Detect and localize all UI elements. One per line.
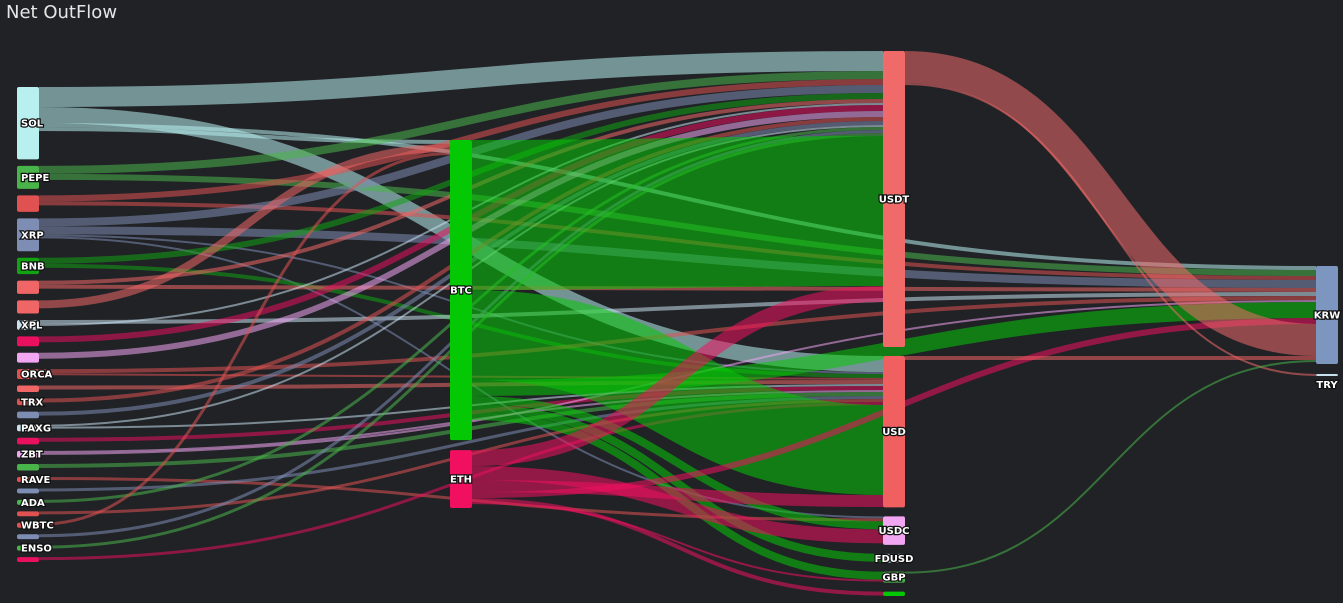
sankey-link-eth-to-usd[interactable] (471, 480, 884, 508)
sankey-node-label-ada: ADA (21, 498, 45, 509)
sankey-node-pepe[interactable] (17, 165, 39, 189)
sankey-node-xrp[interactable] (17, 218, 39, 252)
sankey-node-label-usd: USD (882, 427, 906, 438)
sankey-node-n34[interactable] (883, 591, 905, 596)
sankey-links (38, 51, 1317, 596)
sankey-node-trx[interactable] (17, 398, 39, 406)
sankey-node-usd[interactable] (883, 356, 905, 508)
sankey-node-label-fdusd: FDUSD (875, 554, 914, 565)
sankey-node-eth[interactable] (450, 450, 472, 508)
sankey-node-label-pepe: PEPE (21, 173, 49, 184)
sankey-node-n3[interactable] (17, 195, 39, 212)
sankey-node-label-try: TRY (1316, 380, 1338, 391)
sankey-node-n24[interactable] (17, 534, 39, 540)
sankey-node-label-bnb: BNB (21, 261, 45, 272)
sankey-link-btc-to-krw[interactable] (471, 302, 1317, 396)
sankey-link-btc-to-usdt[interactable] (471, 136, 884, 290)
sankey-node-label-xrp: XRP (21, 230, 44, 241)
sankey-node-enso[interactable] (17, 545, 39, 551)
sankey-node-fdusd[interactable] (883, 553, 905, 563)
sankey-node-btc[interactable] (450, 140, 472, 441)
sankey-node-label-enso: ENSO (21, 544, 52, 555)
sankey-node-label-xpl: XPL (21, 320, 43, 331)
sankey-node-n10[interactable] (17, 352, 39, 363)
sankey-node-usdc[interactable] (883, 516, 905, 545)
sankey-node-zbt[interactable] (17, 450, 39, 458)
sankey-nodes (17, 51, 1338, 596)
sankey-node-label-trx: TRX (21, 397, 44, 408)
sankey-node-krw[interactable] (1316, 266, 1338, 364)
sankey-link-btc-to-usdc[interactable] (471, 396, 884, 530)
sankey-node-xpl[interactable] (17, 320, 39, 330)
sankey-node-label-sol: SOL (21, 119, 44, 130)
sankey-node-n14[interactable] (17, 411, 39, 419)
sankey-node-label-btc: BTC (450, 286, 472, 297)
sankey-node-rave[interactable] (17, 477, 39, 482)
sankey-labels: SOL PEPE XRP BNB XPL ORCA TRX PAXG ZBT RAVE ADA WBT… (20, 117, 1342, 584)
sankey-node-try[interactable] (1316, 373, 1338, 376)
sankey-node-label-wbtc: WBTC (21, 521, 54, 532)
sankey-node-n16[interactable] (17, 437, 39, 445)
sankey-node-n26[interactable] (17, 557, 39, 562)
sankey-node-label-usdt: USDT (879, 195, 910, 206)
sankey-link-pepe-to-usdt[interactable] (38, 71, 884, 174)
sankey-link-sol-to-usdt[interactable] (38, 51, 884, 107)
sankey-node-usdt[interactable] (883, 51, 905, 348)
sankey-node-label-orca: ORCA (21, 370, 53, 381)
sankey-node-label-rave: RAVE (21, 475, 51, 486)
sankey-node-label-gbp: GBP (882, 573, 905, 584)
sankey-node-n18[interactable] (17, 463, 39, 471)
sankey-link-gbp-to-krw[interactable] (904, 360, 1317, 574)
sankey-node-label-zbt: ZBT (21, 450, 43, 461)
sankey-node-ada[interactable] (17, 499, 39, 505)
sankey-node-wbtc[interactable] (17, 522, 39, 528)
chart-title: Net OutFlow (6, 2, 118, 23)
sankey-node-n20[interactable] (17, 488, 39, 494)
sankey-node-n9[interactable] (17, 336, 39, 347)
sankey-link-btc-to-fdusd[interactable] (471, 404, 884, 562)
sankey-link-eth-to-usdt[interactable] (471, 286, 884, 467)
sankey-node-n7[interactable] (17, 300, 39, 314)
sankey-link-orca-to-krw[interactable] (38, 296, 1317, 374)
sankey-link-wbtc-to-btc[interactable] (38, 152, 451, 526)
sankey-node-label-paxg: PAXG (21, 424, 51, 435)
sankey-node-label-krw: KRW (1314, 310, 1340, 321)
sankey-link-eth-to-usdc[interactable] (471, 466, 884, 544)
sankey-node-n22[interactable] (17, 511, 39, 517)
sankey-node-paxg[interactable] (17, 424, 39, 432)
sankey-link-eth-to-gbp[interactable] (471, 502, 884, 582)
sankey-node-gbp[interactable] (883, 571, 905, 583)
sankey-node-label-eth: ETH (450, 475, 472, 486)
sankey-node-bnb[interactable] (17, 257, 39, 275)
sankey-node-label-usdc: USDC (879, 526, 910, 537)
sankey-link-n6-to-krw[interactable] (38, 284, 1317, 292)
sankey-link-usdt-to-krw[interactable] (904, 51, 1317, 356)
sankey-node-n6[interactable] (17, 280, 39, 294)
sankey-node-sol[interactable] (17, 87, 39, 160)
sankey-link-n7-to-btc[interactable] (38, 144, 451, 309)
sankey-node-n12[interactable] (17, 385, 39, 393)
sankey-link-eth-to-n34[interactable] (471, 498, 884, 596)
sankey-node-orca[interactable] (17, 369, 39, 379)
